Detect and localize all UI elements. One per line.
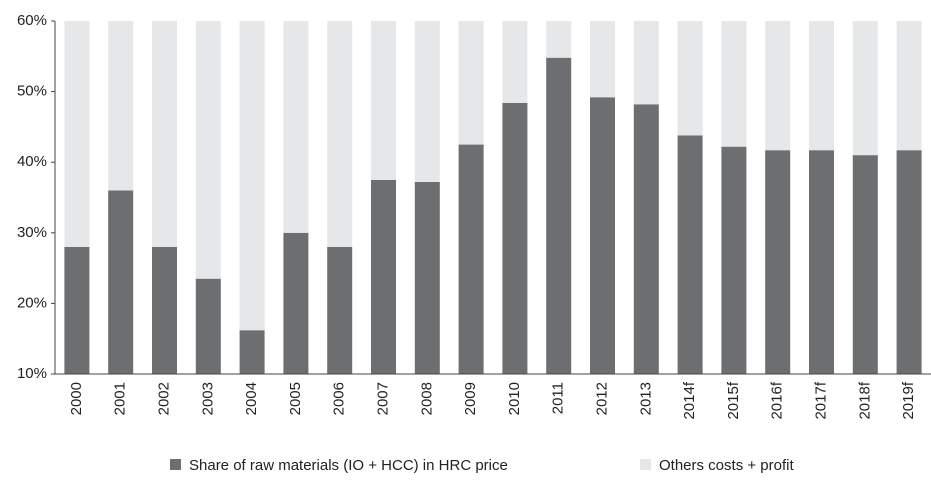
bar-segment [590, 21, 615, 98]
bar-segment [371, 21, 396, 180]
legend-label: Share of raw materials (IO + HCC) in HRC… [189, 457, 508, 474]
y-tick-label: 20% [17, 294, 47, 311]
x-tick-label: 2008 [418, 382, 435, 415]
bar-segment [809, 150, 834, 374]
x-tick-label: 2000 [68, 382, 85, 415]
legend-swatch [640, 459, 651, 470]
bar-segment [152, 246, 177, 374]
bar-segment [721, 21, 747, 147]
y-tick-label: 40% [17, 153, 47, 170]
bar-segment [195, 278, 221, 374]
x-tick-label: 2011 [550, 382, 567, 414]
x-tick-label: 2018f [856, 381, 873, 419]
y-tick-label: 50% [17, 83, 47, 100]
bar-segment [195, 21, 221, 279]
x-tick-label: 2015f [725, 381, 742, 419]
bar-segment [633, 21, 659, 105]
bar-segment [283, 232, 309, 374]
x-tick-label: 2007 [374, 382, 391, 415]
bar-segment [852, 21, 878, 156]
x-tick-label: 2005 [287, 382, 304, 415]
y-tick-label: 60% [17, 12, 47, 29]
bar-segment [327, 21, 353, 247]
bar-segment [239, 21, 265, 331]
x-tick-label: 2009 [462, 382, 479, 415]
plot-area [64, 21, 922, 374]
bar-segment [677, 21, 703, 136]
bar-segment [765, 150, 791, 374]
bar-segment [458, 21, 484, 145]
x-tick-label: 2017f [812, 381, 829, 419]
bar-segment [283, 21, 309, 233]
bar-segment [327, 246, 353, 374]
bar-segment [546, 21, 572, 58]
x-tick-label: 2002 [155, 382, 172, 415]
bar-segment [502, 21, 528, 103]
bar-segment [239, 330, 265, 374]
bar-segment [896, 150, 922, 374]
bar-segment [414, 181, 440, 374]
bar-segment [152, 21, 177, 247]
x-tick-label: 2019f [900, 381, 917, 419]
bar-segment [414, 21, 440, 182]
x-tick-label: 2003 [199, 382, 216, 415]
bar-segment [852, 155, 878, 374]
bar-segment [677, 135, 703, 374]
bar-segment [590, 97, 615, 374]
bar-segment [896, 21, 922, 151]
bar-segment [458, 144, 484, 374]
x-tick-label: 2010 [506, 382, 523, 415]
x-tick-label: 2014f [681, 381, 698, 419]
y-tick-label: 10% [17, 365, 47, 382]
x-tick-label: 2004 [243, 382, 260, 415]
y-tick-label: 30% [17, 224, 47, 241]
bar-segment [546, 57, 572, 374]
legend-swatch [170, 459, 181, 470]
x-tick-label: 2016f [769, 381, 786, 419]
bar-segment [108, 190, 134, 374]
bar-segment [765, 21, 791, 151]
bar-segment [64, 21, 90, 247]
bar-segment [721, 146, 747, 374]
bar-segment [108, 21, 134, 191]
x-tick-label: 2012 [593, 382, 610, 415]
bar-segment [502, 102, 528, 374]
x-tick-label: 2001 [112, 382, 129, 415]
bar-segment [809, 21, 834, 151]
bar-segment [633, 104, 659, 374]
bar-segment [64, 246, 90, 374]
x-tick-label: 2013 [637, 382, 654, 415]
x-tick-label: 2006 [331, 382, 348, 415]
legend-label: Others costs + profit [659, 457, 794, 474]
bar-segment [371, 179, 396, 374]
